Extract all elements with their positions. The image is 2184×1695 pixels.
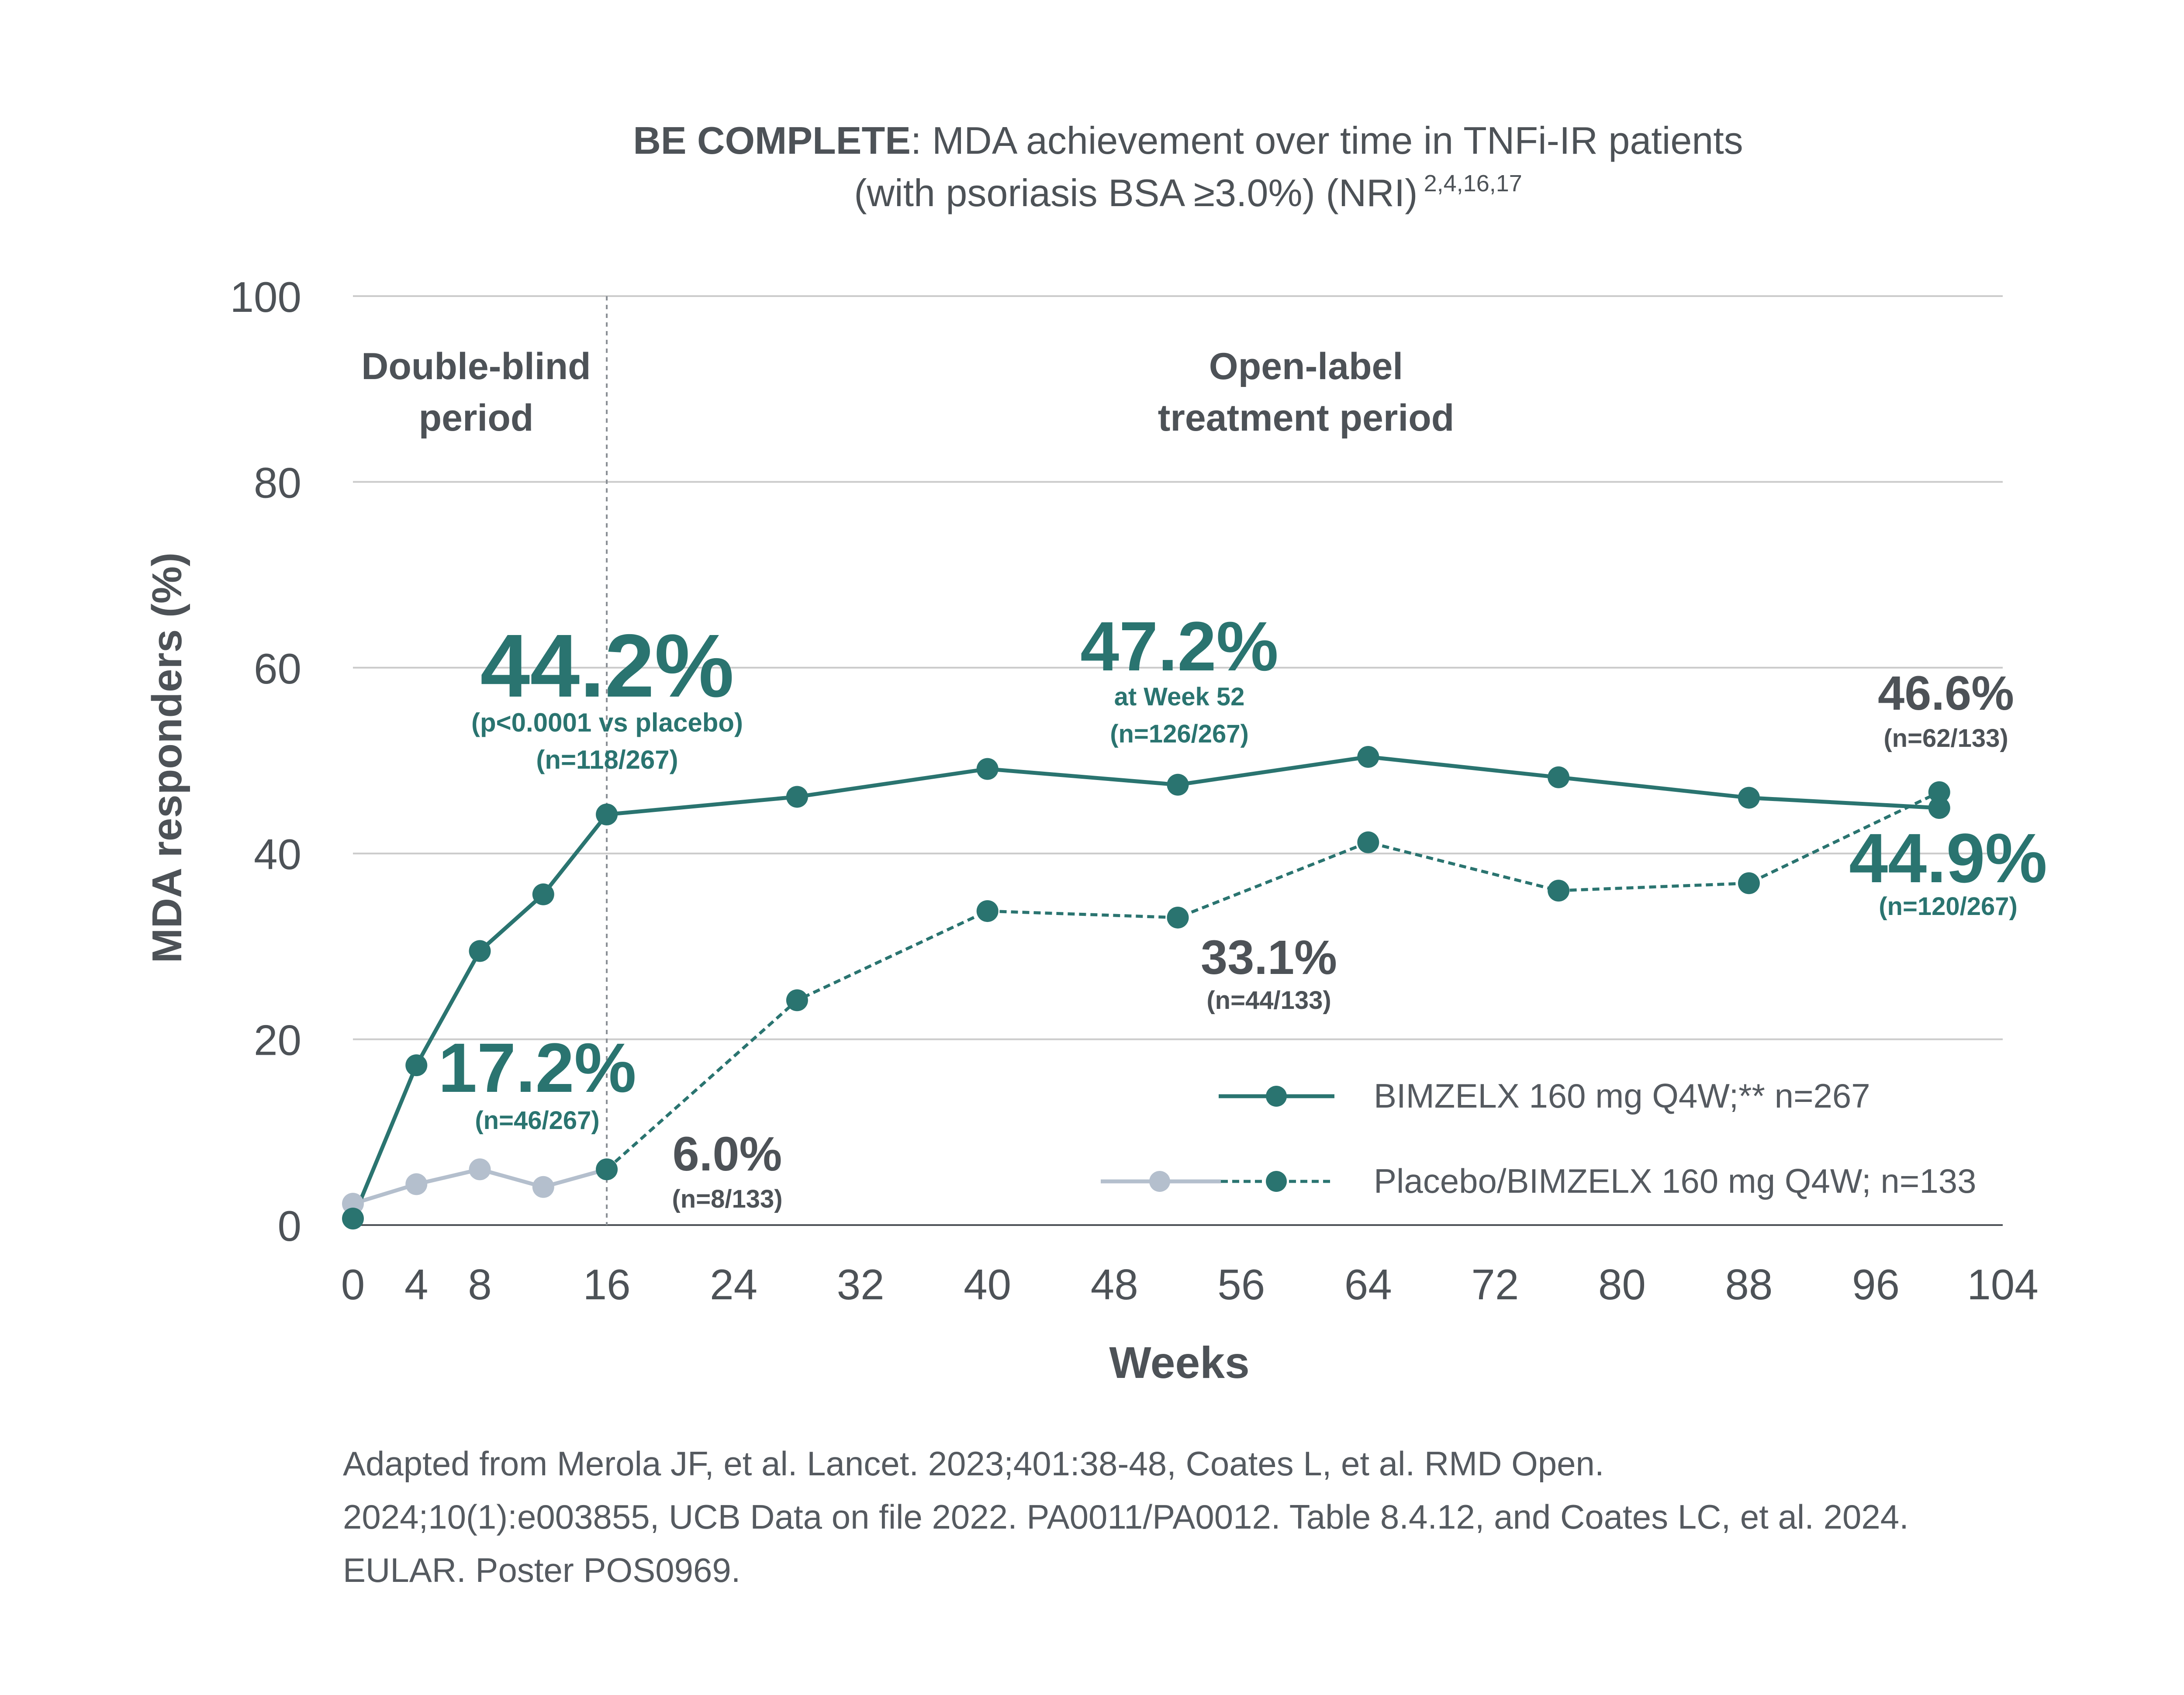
- x-tick-label-88: 88: [1725, 1260, 1773, 1308]
- y-tick-label-40: 40: [254, 830, 301, 878]
- annotation-6-0-value: 6.0%: [673, 1127, 782, 1181]
- y-tick-labels: 0 20 40 60 80 100: [230, 273, 301, 1250]
- x-tick-labels: 0 4 8 16 24 32 40 48 56 64 72 80 88 96 104: [341, 1260, 2039, 1308]
- y-tick-label-80: 80: [254, 459, 301, 507]
- bimzelx-point-week-16: [596, 803, 618, 825]
- placebo-point-week-28: [786, 989, 808, 1011]
- annotation-44-2-value: 44.2%: [480, 616, 734, 716]
- bimzelx-point-week-64: [1357, 746, 1379, 768]
- placebo-point-week-40: [976, 900, 999, 922]
- x-tick-label-104: 104: [1967, 1260, 2039, 1308]
- placebo-point-week-100: [1928, 781, 1950, 803]
- footnote-line-2: 2024;10(1):e003855, UCB Data on file 202…: [343, 1498, 1909, 1536]
- x-tick-label-0: 0: [341, 1260, 365, 1308]
- annotation-17-2-value: 17.2%: [438, 1029, 636, 1107]
- x-tick-label-16: 16: [583, 1260, 631, 1308]
- annotation-44-9-value: 44.9%: [1849, 819, 2047, 897]
- x-tick-label-4: 4: [404, 1260, 429, 1308]
- annotation-46-6-n: (n=62/133): [1883, 724, 2008, 753]
- annotation-33-1-n: (n=44/133): [1206, 986, 1331, 1015]
- annotation-46-6-value: 46.6%: [1878, 666, 2014, 720]
- placebo-point-week-76: [1548, 880, 1570, 902]
- legend-bimzelx-label: BIMZELX 160 mg Q4W;** n=267: [1374, 1077, 1870, 1115]
- y-tick-label-20: 20: [254, 1016, 301, 1064]
- placebo-point-week-8: [469, 1158, 491, 1181]
- placebo-point-week-52: [1167, 906, 1189, 929]
- y-tick-label-60: 60: [254, 645, 301, 693]
- bimzelx-point-week-0: [342, 1208, 364, 1230]
- x-tick-label-96: 96: [1852, 1260, 1900, 1308]
- x-tick-label-80: 80: [1598, 1260, 1646, 1308]
- x-tick-label-56: 56: [1217, 1260, 1265, 1308]
- bimzelx-point-week-4: [405, 1054, 428, 1077]
- title-bold: BE COMPLETE: [633, 119, 911, 162]
- open-label-label-line1: Open-label: [1209, 345, 1403, 387]
- legend-bimzelx-marker: [1266, 1086, 1287, 1107]
- bimzelx-point-week-28: [786, 786, 808, 808]
- open-label-label-line2: treatment period: [1158, 397, 1455, 439]
- bimzelx-line: [351, 755, 1939, 1219]
- y-axis-label: MDA responders (%): [144, 552, 190, 963]
- double-blind-label-line1: Double-blind: [361, 345, 591, 387]
- placebo-point-week-64: [1357, 831, 1379, 853]
- double-blind-label-line2: period: [419, 397, 534, 439]
- x-axis-label: Weeks: [1109, 1338, 1249, 1388]
- x-tick-label-8: 8: [468, 1260, 492, 1308]
- annotation-6-0-n: (n=8/133): [672, 1185, 782, 1213]
- annotation-33-1-value: 33.1%: [1201, 931, 1337, 984]
- bimzelx-point-week-88: [1738, 787, 1760, 809]
- series-layer: [342, 746, 1950, 1230]
- legend: BIMZELX 160 mg Q4W;** n=267 Placebo/BIMZ…: [1101, 1077, 1976, 1200]
- bimzelx-point-week-8: [469, 940, 491, 962]
- annotation-47-2-note: at Week 52: [1114, 683, 1245, 711]
- x-tick-label-24: 24: [710, 1260, 757, 1308]
- placebo-point-week-88: [1738, 872, 1760, 894]
- footnote-line-3: EULAR. Poster POS0969.: [343, 1551, 741, 1589]
- x-tick-label-64: 64: [1344, 1260, 1392, 1308]
- title-line2-ge: ≥: [1194, 171, 1215, 214]
- annotation-47-2-n: (n=126/267): [1110, 720, 1249, 748]
- annotation-44-2-n: (n=118/267): [536, 745, 678, 774]
- footnote-line-1: Adapted from Merola JF, et al. Lancet. 2…: [343, 1444, 1604, 1483]
- bimzelx-point-week-52: [1167, 773, 1189, 796]
- placebo-point-week-16: [596, 1158, 618, 1181]
- x-tick-label-48: 48: [1091, 1260, 1138, 1308]
- grid-lines: [353, 295, 2003, 1226]
- placebo-point-week-12: [532, 1176, 554, 1198]
- title-refs: 2,4,16,17: [1424, 170, 1522, 197]
- legend-placebo-switch-marker: [1266, 1171, 1287, 1192]
- legend-placebo-label: Placebo/BIMZELX 160 mg Q4W; n=133: [1374, 1162, 1976, 1200]
- annotation-17-2-n: (n=46/267): [475, 1106, 599, 1135]
- footnote: Adapted from Merola JF, et al. Lancet. 2…: [343, 1437, 2177, 1597]
- title-line2-suffix: 3.0%) (NRI): [1215, 171, 1418, 214]
- title-line2-prefix: (with psoriasis BSA: [854, 171, 1194, 214]
- placebo-point-week-4: [405, 1173, 428, 1195]
- y-tick-label-0: 0: [277, 1202, 301, 1250]
- bimzelx-point-week-12: [532, 883, 554, 905]
- y-tick-label-100: 100: [230, 273, 301, 321]
- bimzelx-point-week-76: [1548, 766, 1570, 788]
- bimzelx-point-week-100: [1928, 797, 1950, 819]
- annotation-47-2-value: 47.2%: [1080, 607, 1279, 685]
- x-tick-label-40: 40: [964, 1260, 1011, 1308]
- chart-title-line2: (with psoriasis BSA ≥3.0%) (NRI) 2,4,16,1…: [854, 170, 1522, 214]
- annotation-44-2-note: (p<0.0001 vs placebo): [471, 708, 743, 737]
- title-rest: : MDA achievement over time in TNFi-IR p…: [911, 119, 1743, 162]
- x-tick-label-32: 32: [837, 1260, 885, 1308]
- bimzelx-point-week-40: [976, 758, 999, 780]
- legend-placebo-marker: [1149, 1171, 1170, 1192]
- chart-title-line1: BE COMPLETE: MDA achievement over time i…: [633, 119, 1743, 162]
- period-labels: Double-blind period Open-label treatment…: [361, 345, 1454, 439]
- annotation-44-9-n: (n=120/267): [1879, 892, 2018, 921]
- x-tick-label-72: 72: [1471, 1260, 1519, 1308]
- annotations: 44.2% (p<0.0001 vs placebo) (n=118/267) …: [438, 607, 2047, 1213]
- placebo-open-label-dashed-line: [605, 791, 1940, 1170]
